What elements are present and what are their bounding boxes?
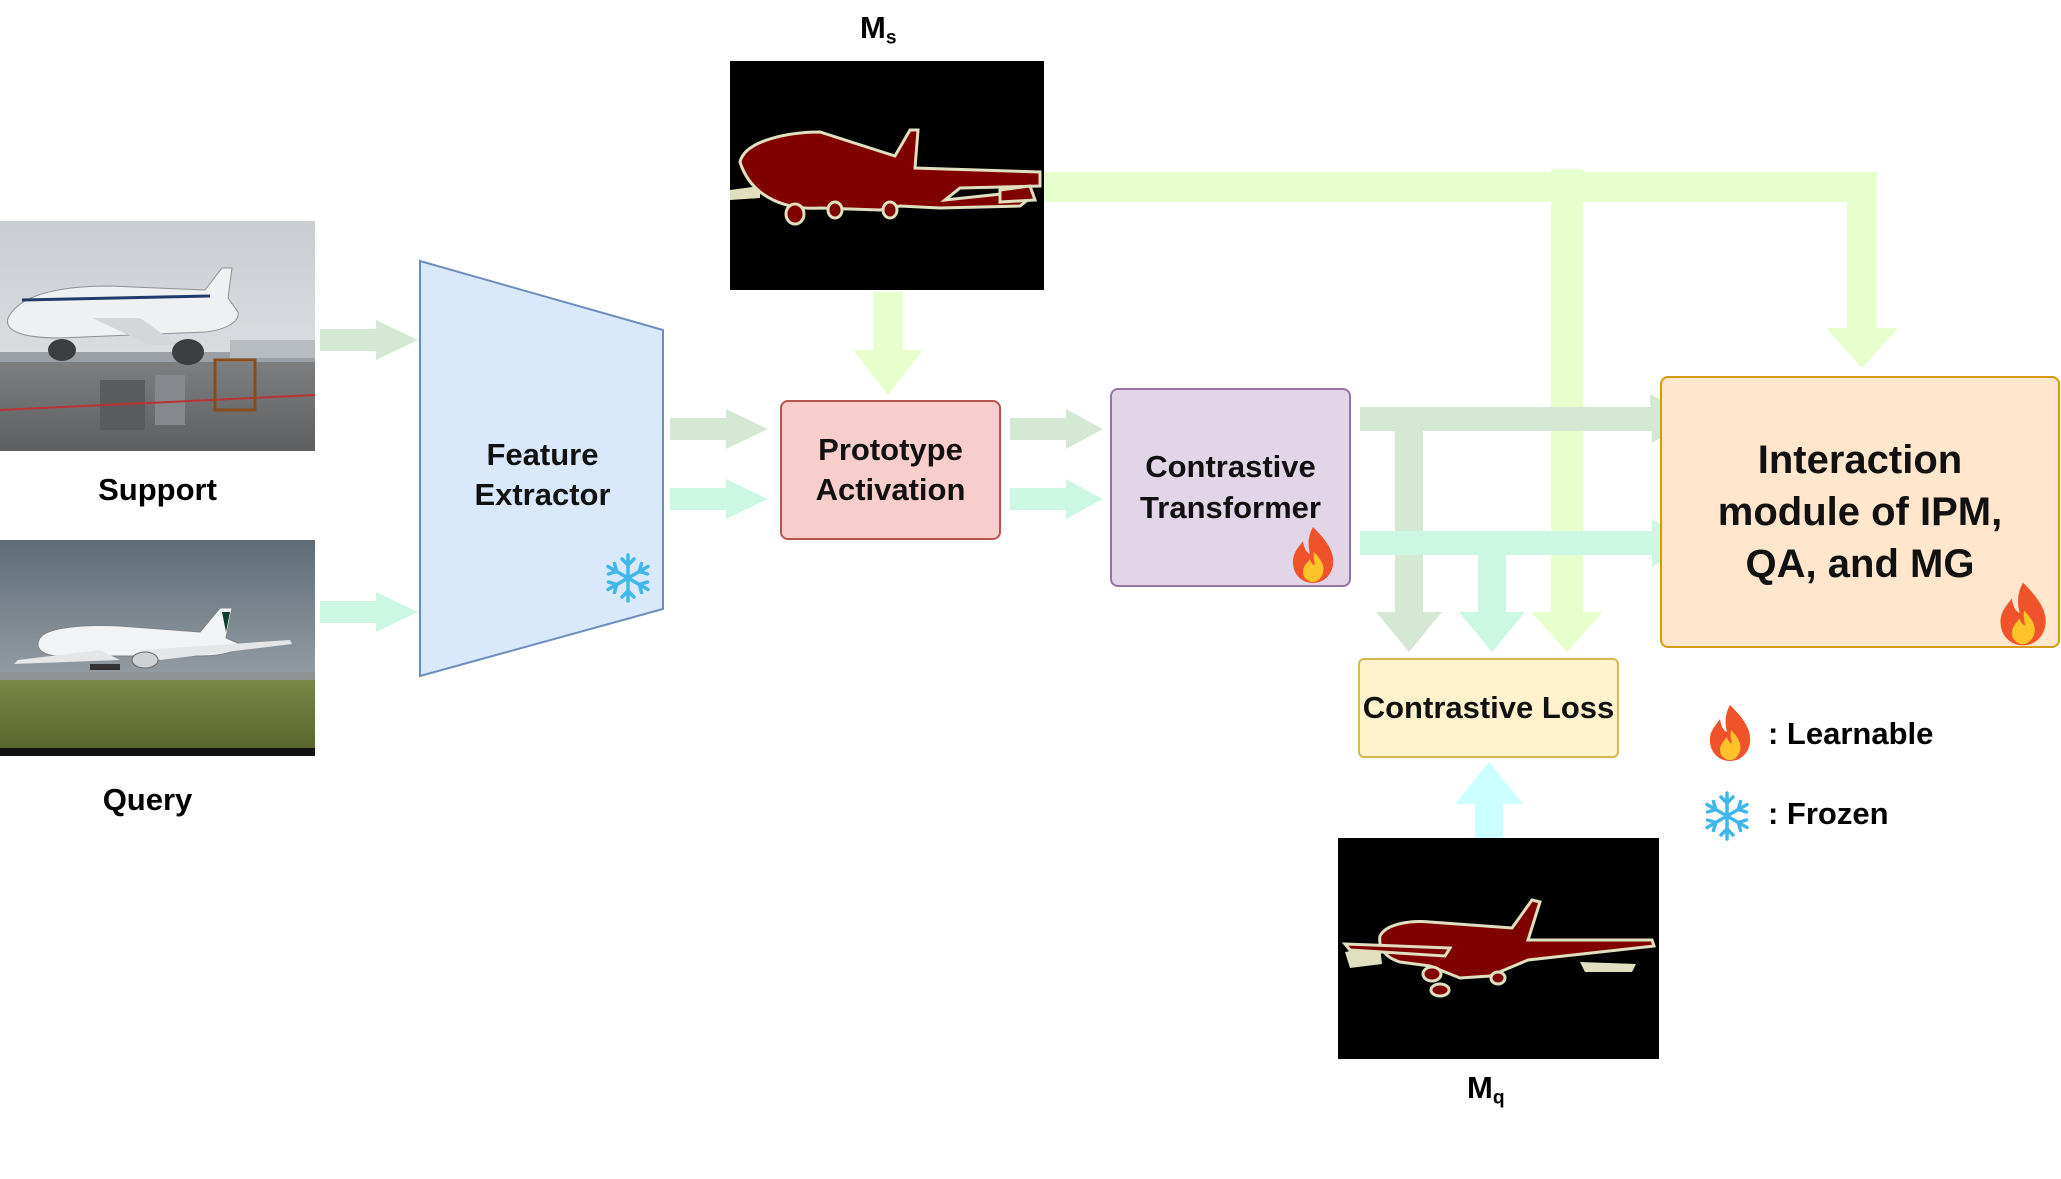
arrow-transformer-query-to-loss (1459, 555, 1525, 652)
prototype-activation-block: Prototype Activation (780, 400, 1001, 540)
query-label: Query (102, 782, 193, 817)
arrow-prototype-to-transformer-support (1010, 409, 1103, 449)
contrastive-loss-block: Contrastive Loss (1358, 658, 1619, 758)
arrow-transformer-support-to-loss (1376, 431, 1442, 652)
fire-icon (2000, 582, 2046, 646)
arrow-support-to-extractor (320, 320, 418, 360)
legend-frozen-label: : Frozen (1768, 796, 1889, 831)
arrow-prototype-to-transformer-query (1010, 479, 1103, 519)
support-label: Support (98, 472, 217, 507)
mq-label: Mq (1467, 1070, 1505, 1109)
arrow-ms-to-interaction (1040, 172, 1898, 368)
ms-mask-image (730, 61, 1044, 290)
legend-snowflake-icon (1705, 791, 1749, 841)
legend-fire-icon (1709, 705, 1751, 761)
mq-mask-image (1338, 838, 1659, 1059)
feature-extractor-shape (419, 259, 664, 678)
arrow-ms-to-prototype (853, 292, 923, 395)
arrow-query-to-extractor (320, 592, 418, 632)
ms-label-sub: s (885, 27, 897, 49)
fire-icon (1292, 527, 1334, 583)
arrow-extractor-to-prototype-support (670, 409, 768, 449)
ms-label: Ms (860, 10, 897, 49)
legend-learnable-label: : Learnable (1768, 716, 1934, 751)
mq-label-main: M (1467, 1070, 1493, 1105)
arrow-extractor-to-prototype-query (670, 479, 768, 519)
support-image (0, 221, 316, 451)
ms-label-main: M (860, 10, 886, 45)
query-image (0, 540, 315, 756)
feature-extractor-label: Feature Extractor (474, 436, 611, 512)
mq-label-sub: q (1492, 1087, 1505, 1109)
interaction-module-block: Interaction module of IPM, QA, and MG (1660, 376, 2060, 648)
arrow-mq-to-loss (1455, 762, 1523, 838)
